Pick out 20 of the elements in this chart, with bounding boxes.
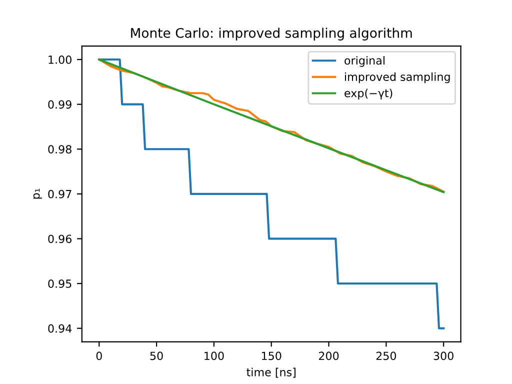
x-tick-label: 200 [318,352,339,360]
x-tick-label: 250 [376,352,396,360]
legend-label: exp(−γt) [344,88,392,100]
y-axis-title: p₁ [33,188,42,199]
y-tick-label: 1.00 [48,55,72,64]
x-tick-label: 150 [262,352,282,360]
x-tick-label: 300 [434,352,454,360]
y-tick-label: 0.98 [48,145,72,154]
x-tick-label: 100 [204,352,224,360]
chart-title: Monte Carlo: improved sampling algorithm [131,28,412,40]
x-axis-title: time [ns] [246,368,296,378]
y-tick-label: 0.97 [48,190,72,198]
x-tick-label: 50 [150,352,163,360]
legend-label: original [344,56,384,67]
legend-label: improved sampling [345,72,450,84]
y-tick-label: 0.96 [48,234,72,244]
y-tick-label: 0.99 [48,100,72,109]
y-tick-label: 0.94 [48,324,72,333]
x-tick-label: 0 [96,352,102,360]
y-tick-label: 0.95 [48,279,72,288]
